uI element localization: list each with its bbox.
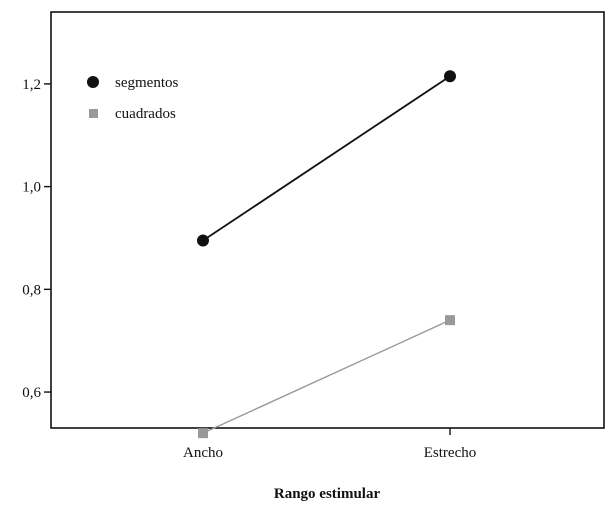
x-axis-title: Rango estimular bbox=[274, 486, 381, 502]
legend-marker-cuadrados bbox=[89, 109, 98, 118]
y-tick-label: 1,0 bbox=[22, 180, 41, 196]
series-line-segmentos bbox=[202, 75, 451, 242]
plot-frame bbox=[50, 11, 605, 429]
series-line-cuadrados bbox=[202, 319, 451, 434]
data-point-segmentos bbox=[444, 70, 456, 83]
axis-ticks: 0,6 0,8 1,0 1,2 Ancho Estrecho bbox=[22, 77, 476, 461]
data-point-cuadrados bbox=[198, 428, 208, 439]
data-point-cuadrados bbox=[445, 315, 455, 326]
x-tick-label: Estrecho bbox=[424, 445, 476, 461]
y-tick-label: 0,6 bbox=[22, 385, 41, 401]
data-point-segmentos bbox=[197, 234, 209, 247]
series-layer bbox=[197, 70, 456, 439]
legend-marker-segmentos bbox=[87, 76, 99, 88]
legend-label-cuadrados: cuadrados bbox=[115, 106, 176, 122]
x-tick-label: Ancho bbox=[183, 445, 223, 461]
legend: segmentos cuadrados bbox=[87, 75, 178, 122]
y-tick-label: 1,2 bbox=[22, 77, 41, 93]
y-tick-label: 0,8 bbox=[22, 282, 41, 298]
legend-label-segmentos: segmentos bbox=[115, 75, 178, 91]
